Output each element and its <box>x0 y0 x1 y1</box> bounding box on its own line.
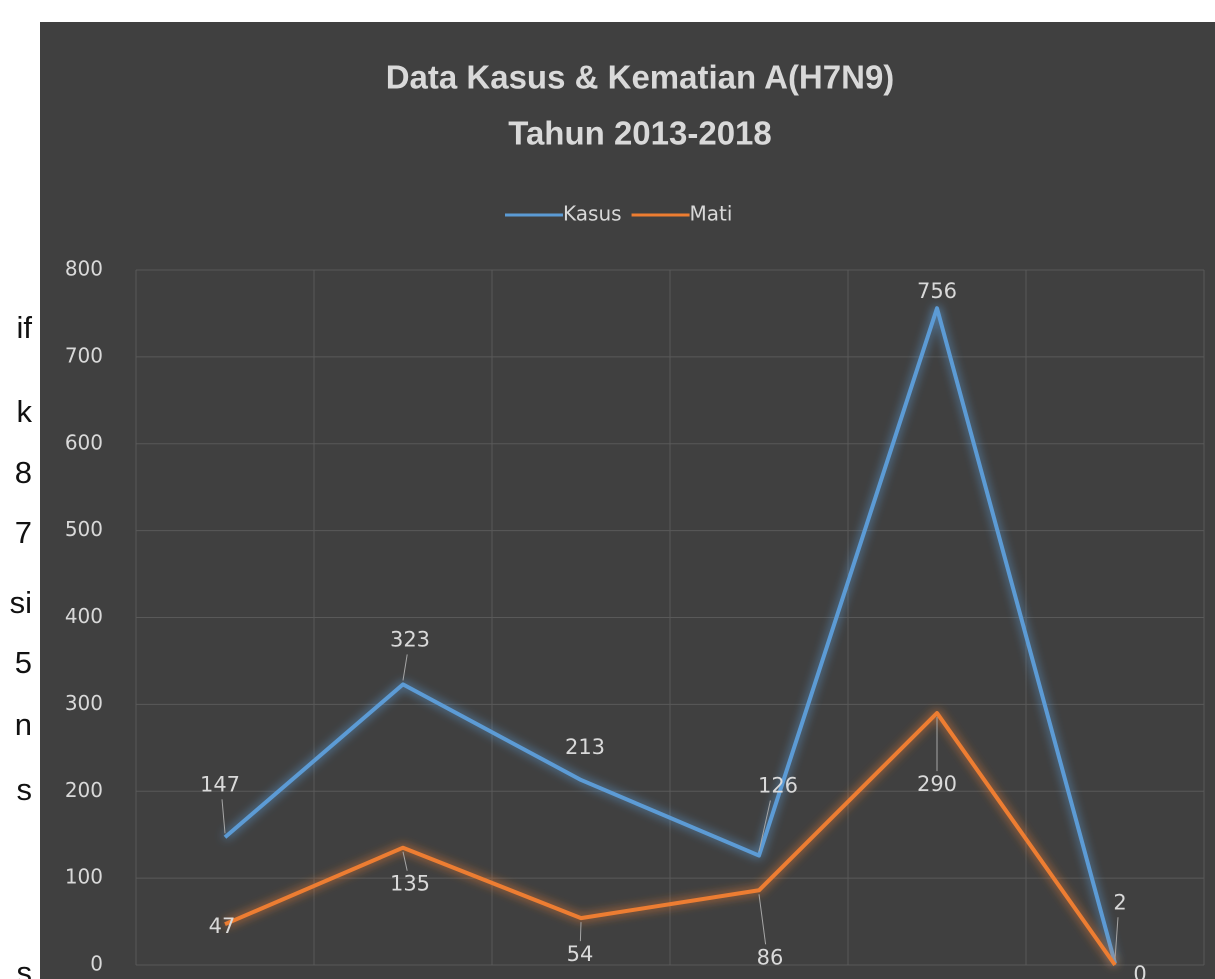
document-fragment: if <box>17 310 33 345</box>
data-label: 86 <box>757 945 784 969</box>
chart-subtitle: Tahun 2013-2018 <box>508 115 772 152</box>
document-fragment: s <box>17 772 33 807</box>
data-label: 0 <box>1133 962 1146 979</box>
leader-line <box>758 894 767 945</box>
document-fragment: n <box>15 707 32 742</box>
data-label: 126 <box>758 774 798 798</box>
leader-line <box>758 800 771 852</box>
data-label: 290 <box>917 772 957 796</box>
document-fragment: k <box>17 394 33 429</box>
chart-background <box>40 22 1215 979</box>
y-tick-label: 200 <box>65 778 103 802</box>
y-tick-label: 400 <box>65 604 103 628</box>
document-fragment: si <box>10 585 32 620</box>
data-label: 323 <box>390 627 430 651</box>
document-fragment: 5 <box>15 645 32 680</box>
data-label: 47 <box>209 914 236 938</box>
document-fragment: s <box>17 955 33 979</box>
series-line <box>223 306 1117 964</box>
series-group <box>224 711 1117 967</box>
y-tick-label: 0 <box>90 952 103 976</box>
legend-label: Kasus <box>563 202 622 226</box>
leader-line <box>402 851 408 871</box>
leader-line <box>221 799 226 834</box>
leader-line <box>579 922 582 942</box>
y-tick-label: 300 <box>65 691 103 715</box>
data-label: 147 <box>200 772 240 796</box>
y-tick-label: 500 <box>65 517 103 541</box>
y-tick-label: 100 <box>65 865 103 889</box>
data-label: 135 <box>390 872 430 896</box>
legend-label: Mati <box>690 202 733 226</box>
document-fragment: 8 <box>15 455 32 490</box>
leader-line <box>1114 917 1119 960</box>
y-tick-label: 600 <box>65 430 103 454</box>
leader-line <box>402 654 408 681</box>
y-tick-label: 800 <box>65 257 103 281</box>
data-label: 2 <box>1113 890 1126 914</box>
document-fragment: 7 <box>15 515 32 550</box>
chart-title: Data Kasus & Kematian A(H7N9) <box>386 59 895 96</box>
data-label: 54 <box>567 942 594 966</box>
series-group <box>223 306 1117 964</box>
data-label: 213 <box>565 735 605 759</box>
y-tick-label: 700 <box>65 343 103 367</box>
series-line <box>224 711 1117 967</box>
data-label: 756 <box>917 279 957 303</box>
